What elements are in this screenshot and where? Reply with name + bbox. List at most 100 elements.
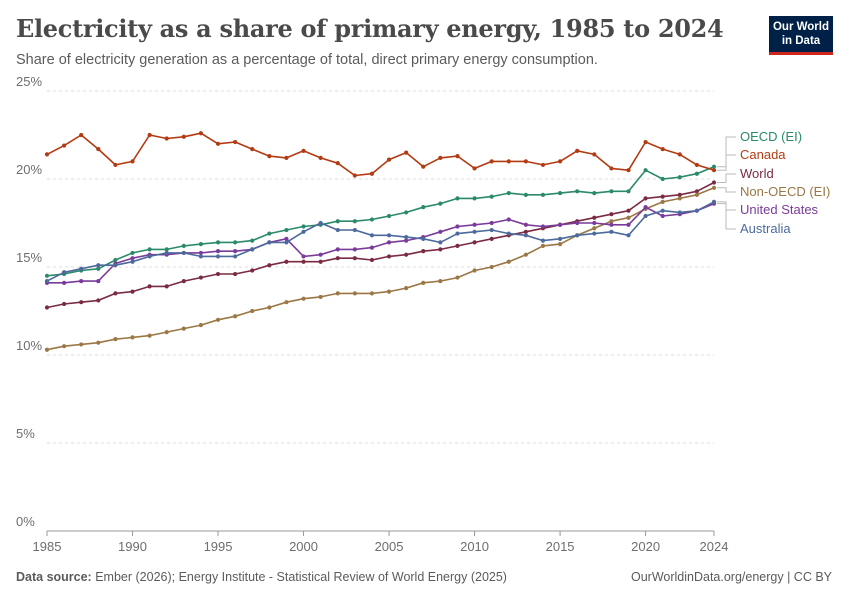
data-point[interactable] (352, 173, 357, 178)
data-point[interactable] (575, 148, 580, 153)
data-point[interactable] (44, 273, 50, 278)
data-point[interactable] (557, 242, 563, 247)
series-line-0[interactable] (46, 165, 715, 277)
data-point[interactable] (130, 289, 135, 294)
data-point[interactable] (404, 150, 409, 155)
data-point[interactable] (267, 231, 272, 236)
data-point[interactable] (489, 264, 494, 270)
data-point[interactable] (421, 205, 426, 210)
data-point[interactable] (130, 159, 135, 164)
data-point[interactable] (386, 289, 392, 294)
data-point[interactable] (369, 217, 375, 222)
data-point[interactable] (438, 240, 443, 245)
data-point[interactable] (404, 286, 409, 291)
data-point[interactable] (523, 233, 528, 238)
data-point[interactable] (215, 317, 221, 322)
data-point[interactable] (215, 254, 221, 259)
data-point[interactable] (62, 143, 67, 148)
data-point[interactable] (250, 238, 255, 243)
data-point[interactable] (335, 291, 340, 296)
owid-logo[interactable]: Our World in Data (769, 16, 833, 55)
data-point[interactable] (626, 168, 631, 173)
data-point[interactable] (233, 139, 238, 145)
data-point[interactable] (233, 249, 238, 254)
data-point[interactable] (198, 250, 204, 256)
data-point[interactable] (677, 192, 682, 197)
data-point[interactable] (557, 236, 563, 241)
data-point[interactable] (421, 249, 426, 254)
series-line-1[interactable] (46, 132, 715, 177)
data-point[interactable] (181, 326, 186, 331)
data-point[interactable] (250, 146, 255, 152)
data-point[interactable] (472, 229, 477, 234)
data-point[interactable] (215, 141, 221, 146)
data-point[interactable] (455, 196, 460, 201)
data-point[interactable] (438, 155, 443, 160)
data-point[interactable] (523, 159, 528, 164)
data-point[interactable] (643, 139, 648, 145)
data-point[interactable] (335, 247, 340, 252)
data-point[interactable] (318, 155, 323, 160)
data-point[interactable] (455, 231, 460, 236)
data-point[interactable] (301, 259, 306, 264)
data-point[interactable] (301, 224, 306, 229)
data-point[interactable] (404, 252, 409, 257)
data-point[interactable] (421, 236, 426, 241)
data-point[interactable] (540, 192, 546, 197)
data-point[interactable] (626, 215, 631, 220)
data-point[interactable] (523, 192, 528, 197)
data-point[interactable] (438, 247, 443, 252)
data-point[interactable] (557, 159, 563, 164)
data-point[interactable] (352, 256, 357, 261)
data-point[interactable] (592, 220, 597, 226)
data-point[interactable] (164, 330, 169, 335)
data-point[interactable] (352, 291, 357, 296)
data-point[interactable] (44, 278, 50, 284)
data-point[interactable] (592, 152, 597, 157)
data-point[interactable] (438, 229, 443, 234)
data-point[interactable] (147, 247, 152, 252)
data-point[interactable] (386, 240, 392, 245)
data-point[interactable] (335, 256, 340, 261)
data-point[interactable] (96, 298, 101, 303)
data-point[interactable] (643, 168, 648, 173)
data-point[interactable] (660, 208, 665, 213)
data-point[interactable] (592, 231, 597, 236)
data-point[interactable] (711, 180, 717, 185)
data-point[interactable] (592, 190, 597, 196)
footer-link[interactable]: OurWorldinData.org/energy | CC BY (630, 570, 832, 584)
data-point[interactable] (147, 284, 152, 289)
data-point[interactable] (164, 136, 169, 141)
data-point[interactable] (335, 227, 340, 233)
data-point[interactable] (335, 161, 340, 166)
data-point[interactable] (318, 252, 323, 257)
data-point[interactable] (318, 259, 323, 264)
legend-label[interactable]: Non-OECD (EI) (740, 184, 830, 199)
data-point[interactable] (523, 252, 528, 257)
data-point[interactable] (164, 284, 169, 289)
data-point[interactable] (147, 333, 152, 338)
data-point[interactable] (540, 162, 546, 168)
data-point[interactable] (369, 245, 375, 250)
series-line-3[interactable] (46, 187, 715, 351)
data-point[interactable] (79, 132, 84, 138)
data-point[interactable] (626, 233, 631, 238)
data-point[interactable] (96, 266, 101, 271)
data-point[interactable] (506, 259, 511, 264)
data-point[interactable] (643, 205, 648, 210)
data-point[interactable] (609, 212, 614, 217)
data-point[interactable] (267, 305, 272, 310)
data-point[interactable] (472, 268, 477, 273)
legend-label[interactable]: World (740, 166, 774, 181)
data-point[interactable] (233, 254, 238, 259)
data-point[interactable] (438, 201, 443, 206)
data-point[interactable] (694, 192, 699, 197)
data-point[interactable] (677, 152, 682, 157)
data-point[interactable] (267, 240, 272, 245)
data-point[interactable] (147, 132, 152, 138)
data-point[interactable] (506, 231, 511, 236)
data-point[interactable] (711, 199, 717, 204)
data-point[interactable] (421, 164, 426, 169)
data-point[interactable] (660, 176, 665, 182)
data-point[interactable] (215, 271, 221, 277)
